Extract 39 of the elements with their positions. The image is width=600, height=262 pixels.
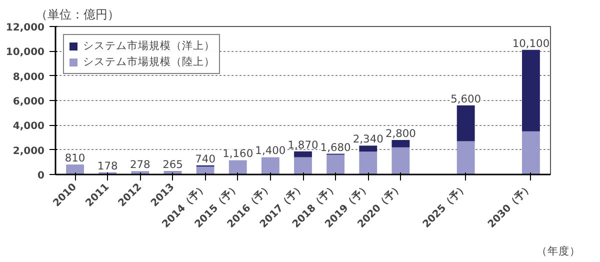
total-label: 178 (97, 159, 118, 172)
y-tick-label: 8,000 (12, 72, 45, 83)
bar (522, 131, 540, 174)
y-tick-label: 0 (38, 170, 45, 182)
bar (228, 160, 247, 174)
bar (456, 141, 475, 174)
total-label: 1,400 (255, 144, 286, 158)
bar (66, 164, 84, 174)
x-axis-title: （年度） (536, 244, 580, 258)
total-label: 740 (195, 152, 216, 166)
y-tick-label: 4,000 (12, 121, 45, 132)
total-label: 2,800 (385, 126, 416, 140)
legend-label: システム市場規模（洋上） (83, 39, 215, 53)
total-label: 810 (64, 152, 86, 165)
bar (392, 140, 410, 148)
bar (456, 105, 475, 142)
total-label: 265 (162, 158, 183, 172)
y-tick-label: 12,000 (6, 22, 45, 34)
bar (196, 166, 214, 174)
total-label: 1,680 (320, 140, 352, 154)
y-tick-label: 2,000 (12, 146, 45, 157)
total-label: 10,100 (512, 36, 550, 50)
y-tick-label: 10,000 (6, 47, 45, 58)
total-label: 1,870 (288, 138, 318, 152)
bar (392, 147, 410, 174)
total-label: 5,600 (450, 92, 482, 106)
bar (294, 157, 312, 174)
total-label: 278 (130, 158, 151, 172)
bar (359, 146, 378, 152)
legend-label: システム市場規模（陸上） (83, 55, 215, 69)
bar (261, 157, 280, 174)
bar (522, 50, 540, 132)
total-label: 2,340 (352, 132, 384, 146)
y-tick-label: 6,000 (12, 96, 45, 108)
total-label: 1,160 (222, 147, 254, 160)
bar (326, 154, 345, 174)
bar (359, 152, 378, 174)
bar (294, 151, 312, 158)
y-axis-title: （単位：億円） (36, 8, 120, 22)
